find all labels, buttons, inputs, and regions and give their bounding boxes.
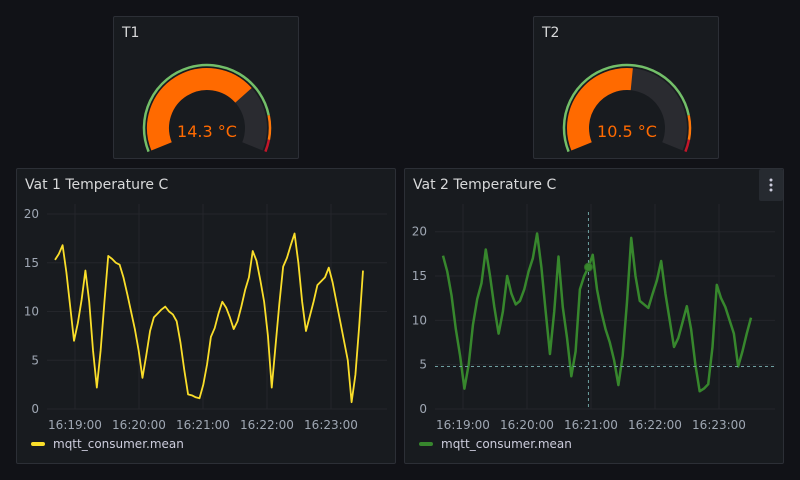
y-tick-label: 15 <box>412 269 427 283</box>
series-line <box>54 232 364 404</box>
legend-swatch <box>31 442 45 446</box>
legend-label: mqtt_consumer.mean <box>441 437 572 451</box>
y-tick-label: 5 <box>31 353 39 367</box>
gauge-value-label: 14.3 °C <box>177 122 237 141</box>
kebab-menu-icon <box>769 178 773 192</box>
panel-title: Vat 2 Temperature C <box>413 177 557 193</box>
x-tick-label: 16:19:00 <box>48 418 102 432</box>
y-tick-label: 20 <box>412 225 427 239</box>
legend[interactable]: mqtt_consumer.mean <box>419 437 572 451</box>
chart-panel-vat1: Vat 1 Temperature C 0 5 10 15 20 16:19:00 16:2… <box>16 168 396 464</box>
chart-panel-vat2: Vat 2 Temperature C 0 5 10 15 20 16:19:00 16:2… <box>404 168 784 464</box>
panel-title: T2 <box>542 25 560 41</box>
hover-point <box>583 262 593 272</box>
y-tick-label: 0 <box>419 402 427 416</box>
gauge-threshold-crit <box>684 139 691 153</box>
y-tick-label: 10 <box>412 313 427 327</box>
x-tick-label: 16:22:00 <box>240 418 294 432</box>
x-tick-label: 16:22:00 <box>628 418 682 432</box>
y-tick-label: 10 <box>24 305 39 319</box>
x-tick-label: 16:21:00 <box>176 418 230 432</box>
x-tick-label: 16:23:00 <box>692 418 746 432</box>
panel-menu-button[interactable] <box>759 169 783 201</box>
gauge-t2: 10.5 °C <box>562 63 692 153</box>
gauge-value-label: 10.5 °C <box>597 122 657 141</box>
series-line <box>441 232 753 393</box>
y-tick-label: 5 <box>419 358 427 372</box>
x-tick-label: 16:20:00 <box>112 418 166 432</box>
chart-vat2[interactable]: 0 5 10 15 20 16:19:00 16:20:00 16:21:00 16:22:00… <box>405 169 785 465</box>
gauge-threshold-ok <box>562 63 690 153</box>
legend-swatch <box>419 442 433 446</box>
gauge-threshold-warn <box>687 115 692 141</box>
legend[interactable]: mqtt_consumer.mean <box>31 437 184 451</box>
y-tick-label: 20 <box>24 207 39 221</box>
gauge-panel-t1: T1 14.3 °C <box>113 16 299 159</box>
y-tick-label: 0 <box>31 402 39 416</box>
y-tick-label: 15 <box>24 256 39 270</box>
gauge-value-arc <box>147 68 252 151</box>
gauge-threshold-ok <box>142 63 270 153</box>
gauge-value-arc <box>567 68 633 151</box>
gauge-threshold-warn <box>267 115 272 141</box>
panel-title: Vat 1 Temperature C <box>25 177 169 193</box>
x-tick-label: 16:21:00 <box>564 418 618 432</box>
gauge-threshold-crit <box>264 139 271 153</box>
x-tick-label: 16:23:00 <box>304 418 358 432</box>
x-tick-label: 16:20:00 <box>500 418 554 432</box>
gauge-t1: 14.3 °C <box>142 63 272 153</box>
x-tick-label: 16:19:00 <box>436 418 490 432</box>
panel-title: T1 <box>122 25 140 41</box>
legend-label: mqtt_consumer.mean <box>53 437 184 451</box>
chart-vat1[interactable]: 0 5 10 15 20 16:19:00 16:20:00 16:21:00 16:22:00… <box>17 169 397 465</box>
gauge-panel-t2: T2 10.5 °C <box>533 16 719 159</box>
